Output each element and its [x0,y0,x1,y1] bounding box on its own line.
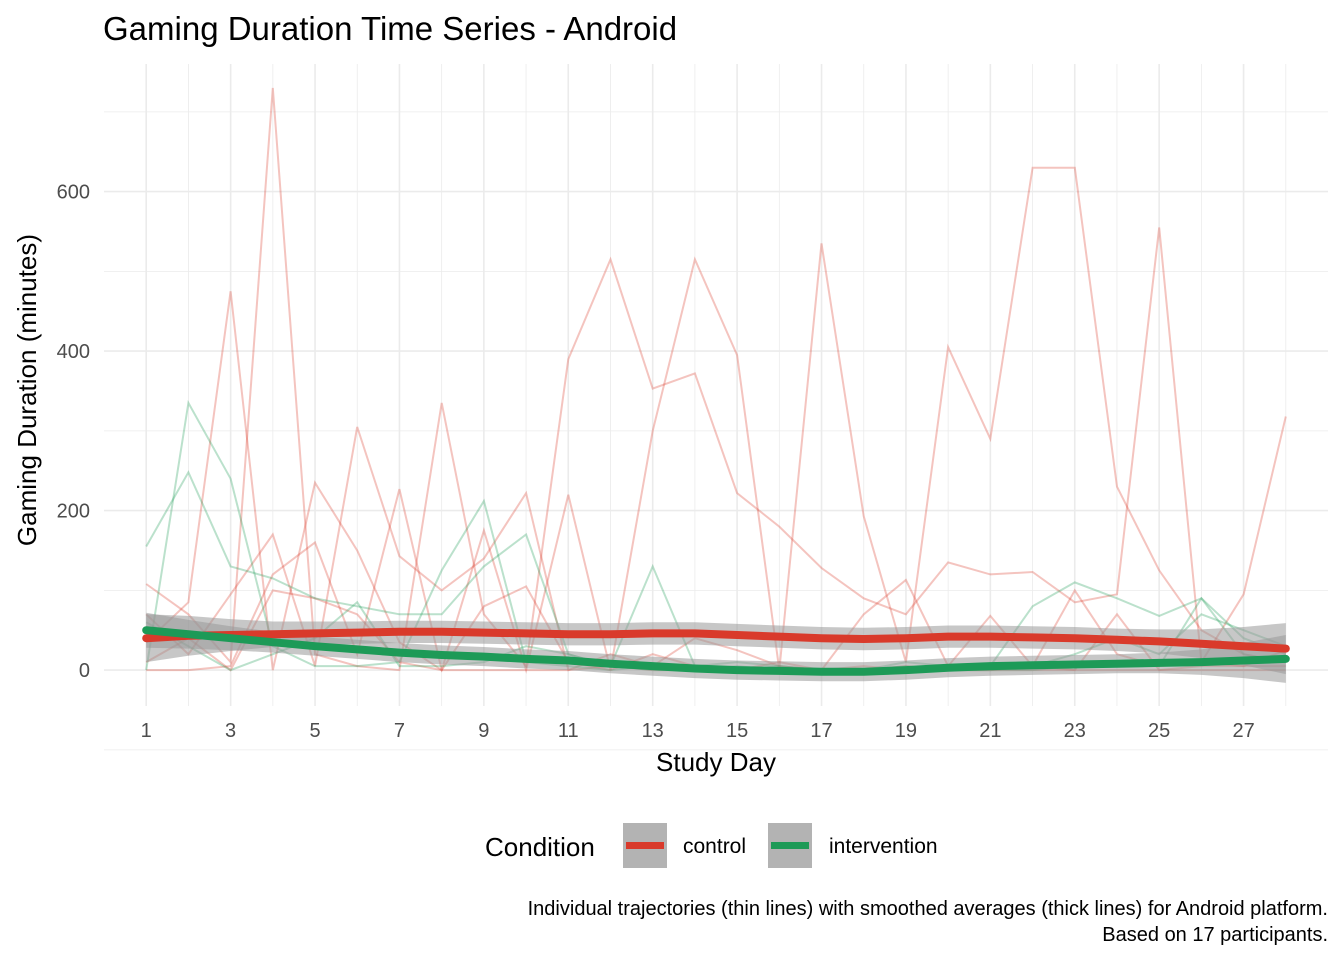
trajectory-control [145,87,1287,672]
x-tick-label: 25 [1148,720,1170,742]
trajectories [145,87,1287,674]
x-tick-label: 19 [895,720,917,742]
legend-item-intervention: intervention [768,823,938,868]
x-tick-label: 5 [309,720,320,742]
x-tick-label: 27 [1232,720,1254,742]
x-tick-label: 23 [1064,720,1086,742]
x-tick-label: 13 [642,720,664,742]
grid [104,64,1328,751]
legend-title: Condition [485,832,595,862]
y-tick-label: 400 [57,341,90,363]
x-tick-label: 7 [394,720,405,742]
y-tick-labels: 0 200 400 600 [57,182,90,683]
legend-label-intervention: intervention [829,835,938,858]
caption-line-2: Based on 17 participants. [1102,924,1328,946]
x-tick-label: 3 [225,720,236,742]
y-tick-label: 600 [57,182,90,204]
smoothed-line-intervention [142,626,1290,676]
legend-item-control: control [623,823,746,868]
y-tick-label: 0 [79,660,90,682]
caption-line-1: Individual trajectories (thin lines) wit… [528,898,1328,920]
x-tick-labels: 1 3 5 7 9 11 13 15 17 19 21 23 25 27 [141,720,1255,742]
x-tick-label: 11 [558,720,579,742]
legend: Condition control intervention [485,823,938,868]
legend-label-control: control [683,835,746,858]
x-tick-label: 17 [810,720,832,742]
y-axis-title: Gaming Duration (minutes) [12,234,42,546]
y-tick-label: 200 [57,501,90,523]
x-axis-title: Study Day [656,747,776,777]
x-tick-label: 9 [478,720,489,742]
smoothed-line-control [142,627,1290,653]
chart-title: Gaming Duration Time Series - Android [103,10,677,47]
trajectory-control [145,166,1286,674]
smoothed-lines [142,626,1290,676]
x-tick-label: 21 [979,720,1001,742]
x-tick-label: 15 [726,720,748,742]
x-tick-label: 1 [141,720,152,742]
